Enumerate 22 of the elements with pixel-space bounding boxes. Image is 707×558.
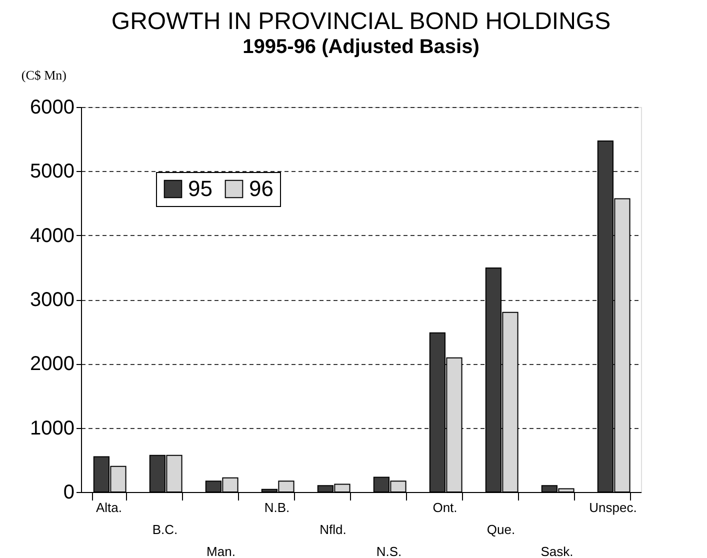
x-tick-label: Nfld. xyxy=(320,522,346,537)
chart-title: GROWTH IN PROVINCIAL BOND HOLDINGS xyxy=(111,8,611,35)
y-tick-label: 3000 xyxy=(30,289,74,311)
legend-label: 95 xyxy=(188,176,212,201)
chart-subtitle: 1995-96 (Adjusted Basis) xyxy=(242,36,480,58)
x-tick-label: B.C. xyxy=(152,522,178,537)
legend-label: 96 xyxy=(249,176,274,201)
y-tick-label: 1000 xyxy=(30,417,74,440)
x-tick-label: Unspec. xyxy=(589,500,637,515)
y-tick-label: 6000 xyxy=(30,96,74,118)
y-tick-label: 4000 xyxy=(30,224,74,247)
y-tick-label: 2000 xyxy=(30,353,74,376)
y-tick-label: 5000 xyxy=(30,160,74,183)
y-tick-label: 0 xyxy=(63,482,74,504)
x-tick-label: Sask. xyxy=(540,544,574,558)
x-tick-label: Man. xyxy=(206,544,236,558)
x-tick-label: N.B. xyxy=(264,500,290,515)
y-axis-title: (C$ Mn) xyxy=(21,68,66,82)
x-tick-label: N.S. xyxy=(376,544,402,558)
x-tick-label: Alta. xyxy=(96,500,122,515)
x-tick-label: Que. xyxy=(486,522,516,537)
x-tick-label: Ont. xyxy=(432,500,458,515)
